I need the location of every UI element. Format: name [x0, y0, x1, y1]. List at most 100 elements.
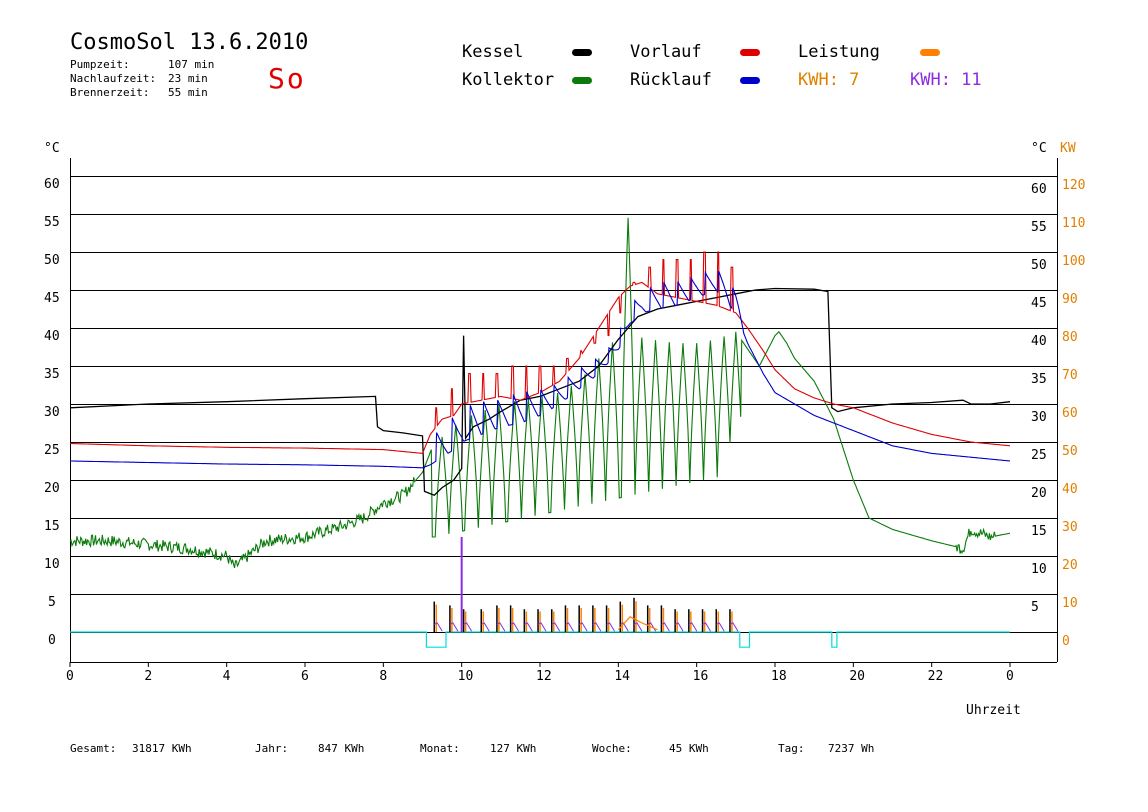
y-tick-label-right-kw: 110	[1062, 216, 1085, 231]
y-tick-label-right-kw: 10	[1062, 596, 1078, 611]
legend-leistung-swatch	[920, 49, 940, 56]
leistung-curve-segment	[510, 622, 520, 632]
leistung-curve-segment	[434, 622, 443, 632]
y-tick-label-right-c: 10	[1031, 562, 1047, 577]
y-tick-label-right-kw: 90	[1062, 292, 1078, 307]
y-tick-label-left: 10	[44, 557, 60, 572]
y-tick-label-right-kw: 70	[1062, 368, 1078, 383]
leistung-curve-segment	[606, 622, 616, 632]
y-tick-label-left: 35	[44, 367, 60, 382]
series-vorlauf-line	[70, 251, 1011, 454]
leistung-curve-segment	[702, 622, 711, 632]
leistung-curve-segment	[524, 622, 533, 632]
legend-vorlauf-swatch	[740, 49, 760, 56]
x-axis-title: Uhrzeit	[966, 703, 1021, 718]
x-tick-label: 16	[693, 669, 709, 684]
x-tick-label: 8	[379, 669, 387, 684]
legend-vorlauf-label: Vorlauf	[630, 42, 702, 62]
y-tick-label-left: 60	[44, 177, 60, 192]
x-tick-label: 20	[849, 669, 865, 684]
y-tick-label-left: 5	[48, 595, 56, 610]
y-tick-label-left: 15	[44, 519, 60, 534]
series-ruecklauf-line	[70, 270, 1011, 469]
x-tick-label: 2	[144, 669, 152, 684]
legend-ruecklauf-swatch	[740, 77, 760, 84]
x-tick-label: 0	[1006, 669, 1014, 684]
leistung-curve-segment	[674, 622, 684, 632]
y-tick-label-left: 25	[44, 443, 60, 458]
y-tick-label-left: 30	[44, 405, 60, 420]
x-tick-label: 12	[536, 669, 552, 684]
y-tick-label-left: 45	[44, 291, 60, 306]
leistung-curve-segment	[661, 622, 670, 632]
footer-jahr-value: 847 KWh	[318, 742, 365, 755]
y-tick-label-right-c: 15	[1031, 524, 1047, 539]
series-kessel-line	[69, 287, 1011, 496]
footer-tag-value: 7237 Wh	[828, 742, 875, 755]
chart-title: CosmoSol 13.6.2010	[70, 30, 309, 55]
footer-woche-value: 45 KWh	[669, 742, 709, 755]
y-tick-label-right-kw: 30	[1062, 520, 1078, 535]
leistung-curve-segment	[537, 622, 547, 632]
leistung-curve-segment	[551, 622, 561, 632]
y-tick-label-right-kw: 50	[1062, 444, 1078, 459]
x-tick-label: 6	[301, 669, 309, 684]
legend-leistung-label: Leistung	[798, 42, 880, 62]
stat-brennerzeit: Brennerzeit: 55 min	[70, 86, 208, 99]
leistung-curve-segment	[463, 622, 473, 632]
legend-kessel-label: Kessel	[462, 42, 524, 62]
y-tick-label-right-c: 50	[1031, 258, 1047, 273]
y-tick-label-right-c: 60	[1031, 182, 1047, 197]
x-tick-label: 14	[614, 669, 630, 684]
y-tick-label-right-c: 30	[1031, 410, 1047, 425]
y-tick-label-right-kw: 40	[1062, 482, 1078, 497]
y-tick-label-right-kw: 0	[1062, 634, 1070, 649]
leistung-curve-segment	[496, 622, 506, 632]
stat-nachlaufzeit: Nachlaufzeit: 23 min	[70, 72, 208, 85]
leistung-curve-segment	[449, 622, 459, 632]
legend-ruecklauf-label: Rücklauf	[630, 70, 712, 90]
series-kollektor-line	[69, 217, 1011, 569]
x-tick-label: 22	[928, 669, 944, 684]
legend-kollektor-label: Kollektor	[462, 70, 555, 90]
leistung-curve-segment	[620, 622, 629, 632]
y-tick-label-left: 0	[48, 633, 56, 648]
stat-label: Brennerzeit:	[70, 86, 150, 99]
leistung-curve-segment	[578, 622, 588, 632]
y-tick-label-right-kw: 100	[1062, 254, 1085, 269]
footer-gesamt-label: Gesamt:	[70, 742, 117, 755]
leistung-curve-segment	[729, 622, 739, 632]
y-tick-label-right-kw: 80	[1062, 330, 1078, 345]
leistung-curve-segment	[633, 622, 643, 632]
y-tick-label-left: 55	[44, 215, 60, 230]
y-tick-label-right-c: 25	[1031, 448, 1047, 463]
x-tick-label: 4	[223, 669, 231, 684]
y-tick-label-left: 50	[44, 253, 60, 268]
series-pump-status	[70, 631, 1010, 648]
y-axis-title-right-kw: KW	[1060, 141, 1076, 156]
leistung-curve-segment	[716, 622, 725, 632]
y-axis-title-right-c: °C	[1031, 141, 1047, 156]
y-tick-label-right-c: 45	[1031, 296, 1047, 311]
legend-kwh-second: KWH: 11	[910, 70, 982, 90]
y-tick-label-left: 40	[44, 329, 60, 344]
leistung-hump	[617, 616, 658, 631]
stat-value: 107 min	[168, 58, 215, 71]
weekday-label: So	[268, 62, 306, 95]
leistung-curve-segment	[565, 622, 574, 632]
y-axis-title-left: °C	[44, 141, 60, 156]
x-tick-label: 18	[771, 669, 787, 684]
y-tick-label-right-c: 5	[1031, 600, 1039, 615]
y-tick-label-right-c: 20	[1031, 486, 1047, 501]
leistung-curve-segment	[481, 622, 490, 632]
footer-woche-label: Woche:	[592, 742, 632, 755]
y-tick-label-right-kw: 60	[1062, 406, 1078, 421]
y-tick-label-right-c: 35	[1031, 372, 1047, 387]
legend-kollektor-swatch	[572, 77, 592, 84]
y-tick-label-right-c: 55	[1031, 220, 1047, 235]
stat-value: 55 min	[168, 86, 208, 99]
footer-monat-label: Monat:	[420, 742, 460, 755]
footer-gesamt-value: 31817 KWh	[132, 742, 192, 755]
footer-monat-value: 127 KWh	[490, 742, 537, 755]
